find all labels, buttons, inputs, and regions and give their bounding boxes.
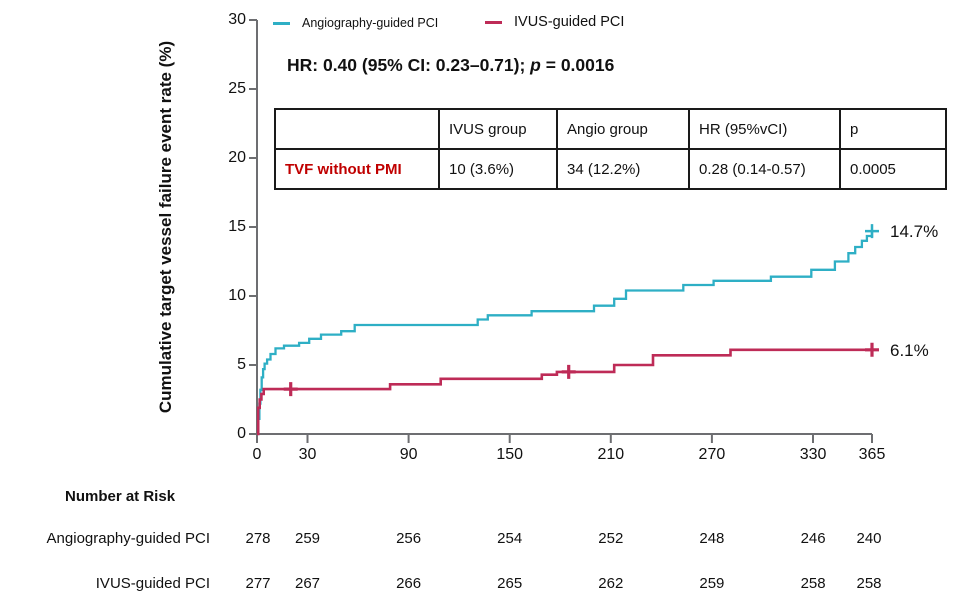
stats-value-angio: 34 (12.2%) — [556, 148, 690, 190]
nar-ivus-270: 259 — [699, 575, 725, 592]
nar-ivus-365: 258 — [856, 575, 882, 592]
angio-end-rate-label: 14.7% — [890, 222, 939, 241]
y-tick-label-0: 0 — [237, 425, 246, 442]
nar-ivus-150: 265 — [497, 575, 523, 592]
nar-ivus-0: 277 — [245, 575, 271, 592]
nar-angio-270: 248 — [699, 530, 725, 547]
hazard-ratio-annotation: HR: 0.40 (95% CI: 0.23–0.71); p = 0.0016 — [287, 55, 614, 76]
nar-row-label-angio: Angiography-guided PCI — [46, 530, 210, 547]
stats-header-p: p — [839, 108, 947, 150]
censor-plus-mark — [865, 342, 879, 357]
x-tick-label-0: 0 — [252, 446, 262, 463]
x-tick-label-330: 330 — [799, 446, 827, 463]
stats-header-hr: HR (95%vCI) — [688, 108, 841, 150]
angio-line-swatch-icon — [273, 21, 290, 25]
ivus-end-rate-label: 6.1% — [890, 341, 929, 360]
nar-angio-0: 278 — [245, 530, 271, 547]
hr-text-suffix: = 0.0016 — [540, 55, 615, 75]
stats-value-ivus: 10 (3.6%) — [438, 148, 558, 190]
stats-row-label: TVF without PMI — [274, 148, 440, 190]
x-tick-label-210: 210 — [597, 446, 625, 463]
hr-text-prefix: HR: 0.40 (95% CI: 0.23–0.71); — [287, 55, 531, 75]
y-tick-label-10: 10 — [228, 287, 246, 304]
legend-item-angio: Angiography-guided PCI — [273, 14, 438, 32]
nar-angio-30: 259 — [294, 530, 321, 547]
x-tick-label-30: 30 — [298, 446, 317, 463]
x-tick-label-270: 270 — [698, 446, 726, 463]
legend-item-ivus: IVUS-guided PCI — [485, 13, 624, 31]
stats-value-p: 0.0005 — [839, 148, 947, 190]
stats-header-ivus: IVUS group — [438, 108, 558, 150]
hr-p-symbol: p — [530, 55, 541, 75]
x-tick-label-150: 150 — [496, 446, 524, 463]
nar-ivus-30: 267 — [294, 575, 321, 592]
nar-angio-210: 252 — [598, 530, 624, 547]
nar-row-label-ivus: IVUS-guided PCI — [95, 575, 210, 592]
stats-value-hr: 0.28 (0.14-0.57) — [688, 148, 841, 190]
nar-ivus-330: 258 — [800, 575, 826, 592]
nar-ivus-210: 262 — [598, 575, 624, 592]
censor-plus-mark — [283, 382, 298, 397]
x-tick-label-365: 365 — [858, 446, 886, 463]
nar-angio-365: 240 — [856, 530, 882, 547]
nar-angio-90: 256 — [396, 530, 422, 547]
angio-km-curve — [257, 231, 874, 436]
censor-plus-mark — [865, 224, 879, 239]
y-tick-label-15: 15 — [228, 218, 246, 235]
stats-header-empty — [274, 108, 440, 150]
legend-label-angio: Angiography-guided PCI — [302, 16, 439, 30]
stats-table-data-row: TVF without PMI 10 (3.6%) 34 (12.2%) 0.2… — [274, 148, 947, 190]
ivus-line-swatch-icon — [485, 20, 502, 24]
y-tick-label-20: 20 — [228, 149, 246, 166]
y-tick-label-30: 30 — [228, 11, 246, 28]
x-tick-label-90: 90 — [399, 446, 418, 463]
y-tick-label-25: 25 — [228, 80, 246, 97]
stats-header-angio: Angio group — [556, 108, 690, 150]
nar-ivus-90: 266 — [396, 575, 422, 592]
ivus-km-curve — [256, 348, 872, 436]
stats-table-header-row: IVUS group Angio group HR (95%vCI) p — [274, 108, 947, 150]
legend-label-ivus: IVUS-guided PCI — [514, 14, 625, 30]
y-tick-label-5: 5 — [237, 356, 246, 373]
y-axis-title: Cumulative target vessel failure event r… — [156, 40, 175, 414]
nar-angio-150: 254 — [497, 530, 523, 547]
censor-plus-mark — [561, 364, 576, 379]
number-at-risk-title: Number at Risk — [65, 488, 176, 505]
tvf-stats-table: IVUS group Angio group HR (95%vCI) p TVF… — [274, 108, 947, 190]
nar-angio-330: 246 — [800, 530, 826, 547]
